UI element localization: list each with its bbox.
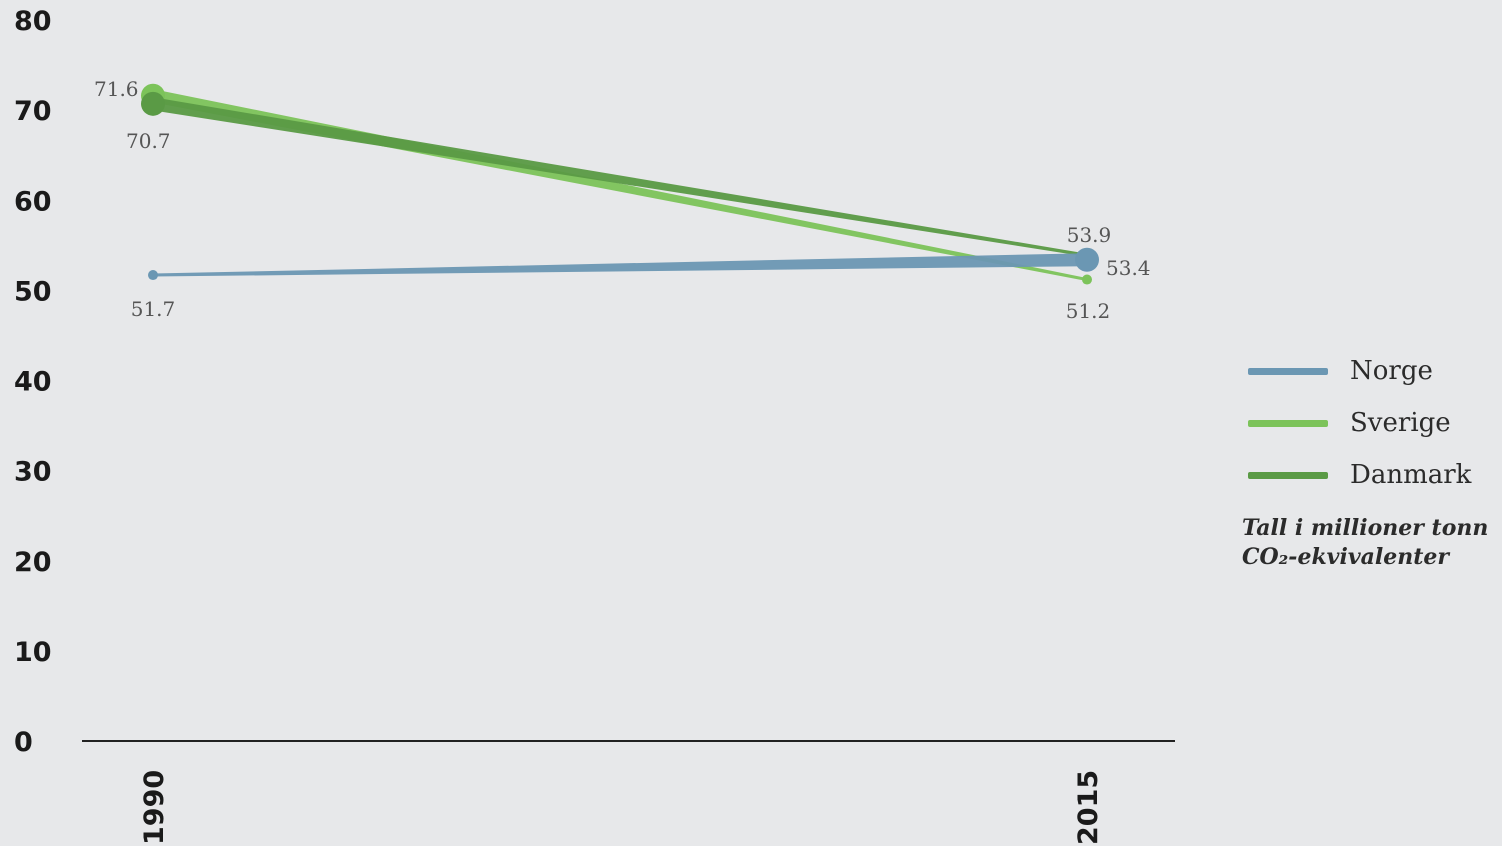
- data-label: 53.4: [1106, 256, 1151, 280]
- data-point: [1075, 247, 1099, 272]
- series-line-norge: [152, 253, 1088, 277]
- x-tick-label: 1990: [139, 770, 170, 845]
- y-tick-label: 50: [14, 276, 52, 307]
- units-note: Tall i millioner tonn CO₂-ekvivalenter: [1242, 514, 1497, 572]
- series-line-sverige: [151, 89, 1088, 282]
- y-tick-label: 20: [14, 547, 52, 578]
- data-label: 53.9: [1067, 223, 1112, 247]
- y-tick-label: 40: [14, 367, 52, 398]
- legend: Norge Sverige Danmark: [1248, 345, 1498, 501]
- data-label: 51.7: [131, 297, 176, 321]
- y-tick-label: 70: [14, 96, 52, 127]
- y-tick-label: 0: [14, 727, 33, 758]
- legend-swatch-danmark: [1248, 471, 1328, 479]
- data-label: 71.6: [94, 77, 139, 101]
- data-point: [141, 91, 165, 116]
- data-label: 70.7: [126, 129, 171, 153]
- legend-label-norge: Norge: [1350, 356, 1433, 386]
- legend-item-norge: Norge: [1248, 345, 1498, 397]
- y-tick-label: 80: [14, 6, 52, 37]
- data-label: 51.2: [1066, 299, 1111, 323]
- legend-swatch-norge: [1248, 367, 1328, 375]
- units-note-line2: CO₂-ekvivalenter: [1242, 544, 1449, 570]
- y-tick-label: 10: [14, 637, 52, 668]
- series-line-danmark: [151, 97, 1088, 257]
- legend-item-danmark: Danmark: [1248, 449, 1498, 501]
- units-note-line1: Tall i millioner tonn: [1242, 515, 1489, 541]
- legend-label-sverige: Sverige: [1350, 408, 1451, 438]
- legend-item-sverige: Sverige: [1248, 397, 1498, 449]
- legend-swatch-sverige: [1248, 419, 1328, 427]
- y-tick-label: 30: [14, 457, 52, 488]
- legend-label-danmark: Danmark: [1350, 460, 1472, 490]
- x-tick-label: 2015: [1073, 770, 1104, 845]
- data-point: [148, 270, 158, 281]
- y-tick-label: 60: [14, 186, 52, 217]
- data-point: [1082, 274, 1092, 285]
